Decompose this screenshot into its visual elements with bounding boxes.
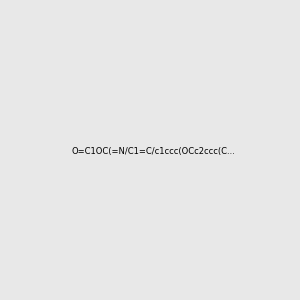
Text: O=C1OC(=N/C1=C/c1ccc(OCc2ccc(C...: O=C1OC(=N/C1=C/c1ccc(OCc2ccc(C...	[72, 147, 236, 156]
